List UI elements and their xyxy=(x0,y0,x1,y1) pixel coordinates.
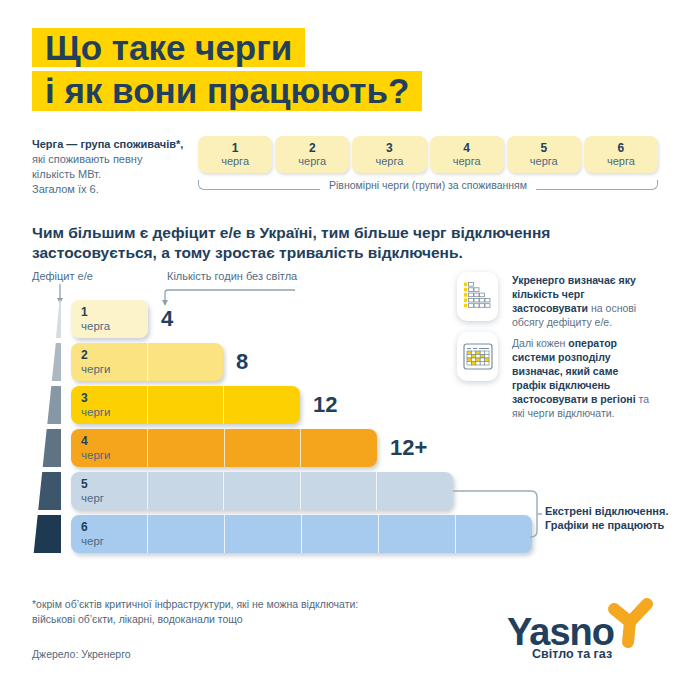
bar-4-value: 12+ xyxy=(390,435,427,461)
bracket-label: Рівномірні черги (групи) за споживанням xyxy=(320,179,536,191)
queue-box-1: 1черга xyxy=(198,136,272,173)
card-1-icon-wrap xyxy=(457,272,498,321)
bar-3-value: 12 xyxy=(313,392,337,418)
queues-bracket: Рівномірні черги (групи) за споживанням xyxy=(198,180,658,190)
bar-row-1: 1черга 4 xyxy=(71,300,148,338)
bar-row-3: 3черги 12 xyxy=(71,386,300,424)
logo-tagline: Світло та газ xyxy=(532,647,612,661)
bar-2-value: 8 xyxy=(236,349,248,375)
card-2-text: Далі кожен оператор системи розподілу ви… xyxy=(512,336,654,420)
source-text: Джерело: Укренерго xyxy=(32,648,131,660)
card-1-text: Укренерго визначає яку кількість черг за… xyxy=(512,273,638,329)
infographic-page: Що таке черги і як вони працюють? Черга … xyxy=(0,0,690,690)
queue-box-6: 6черга xyxy=(584,136,658,173)
bar-5 xyxy=(71,472,453,510)
card-2-icon-wrap xyxy=(457,332,498,381)
footnote-text: *окрім об’єктів критичної інфраструктури… xyxy=(32,597,358,627)
queues-pyramid-icon xyxy=(464,282,491,311)
queue-box-5: 5черга xyxy=(507,136,581,173)
schedule-calendar-icon xyxy=(463,343,493,370)
bar-row-5: 5черг xyxy=(71,472,453,510)
statement-text: Чим більшим є дефіцит е/е в Україні, тим… xyxy=(32,223,550,262)
bar-row-2: 2черги 8 xyxy=(71,343,223,381)
page-title-line1: Що таке черги xyxy=(32,28,305,67)
queue-box-3: 3черга xyxy=(352,136,426,173)
bar-1-value: 4 xyxy=(161,306,173,332)
intro-text: Черга — група споживачів*, які споживают… xyxy=(32,137,202,197)
bar-row-4: 4черги 12+ xyxy=(71,429,377,467)
deficit-wedge xyxy=(30,296,64,558)
intro-bold: Черга — група споживачів*, xyxy=(32,138,183,150)
queue-boxes: 1черга 2черга 3черга 4черга 5черга 6черг… xyxy=(198,136,658,173)
emergency-note: Екстрені відключення. Графіки не працюют… xyxy=(545,504,668,532)
bar-4 xyxy=(71,429,377,467)
emergency-bracket xyxy=(450,485,550,545)
page-title-line2: і як вони працюють? xyxy=(32,71,422,111)
yasno-logo-icon xyxy=(608,598,655,650)
queue-box-4: 4черга xyxy=(430,136,504,173)
queue-box-2: 2черга xyxy=(275,136,349,173)
